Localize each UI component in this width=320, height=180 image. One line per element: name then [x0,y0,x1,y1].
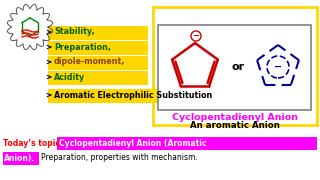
FancyBboxPatch shape [48,26,148,40]
Text: Anion).: Anion). [4,154,35,163]
FancyBboxPatch shape [158,25,311,110]
Text: dipole-moment,: dipole-moment, [54,57,125,66]
Circle shape [191,31,201,41]
Text: −: − [274,62,282,72]
FancyBboxPatch shape [0,132,320,180]
FancyBboxPatch shape [3,152,39,165]
Text: Preparation,: Preparation, [54,42,111,51]
FancyBboxPatch shape [153,7,317,125]
FancyBboxPatch shape [48,41,148,55]
Text: Acidity: Acidity [54,73,85,82]
FancyBboxPatch shape [48,71,148,85]
Text: Stability,: Stability, [54,28,95,37]
Text: Preparation, properties with mechanism.: Preparation, properties with mechanism. [41,154,198,163]
Text: An aromatic Anion: An aromatic Anion [190,120,280,129]
FancyBboxPatch shape [57,137,317,150]
Text: Today’s topic:: Today’s topic: [3,138,66,147]
Text: Cyclopentadienyl Anion: Cyclopentadienyl Anion [172,114,298,123]
Polygon shape [7,4,52,50]
Text: Aromatic Electrophilic Substitution: Aromatic Electrophilic Substitution [54,91,212,100]
Text: or: or [231,62,244,72]
Text: −: − [193,31,199,40]
FancyBboxPatch shape [48,56,148,70]
Text: Cyclopentadienyl Anion (Aromatic: Cyclopentadienyl Anion (Aromatic [59,138,206,147]
FancyBboxPatch shape [48,89,203,103]
